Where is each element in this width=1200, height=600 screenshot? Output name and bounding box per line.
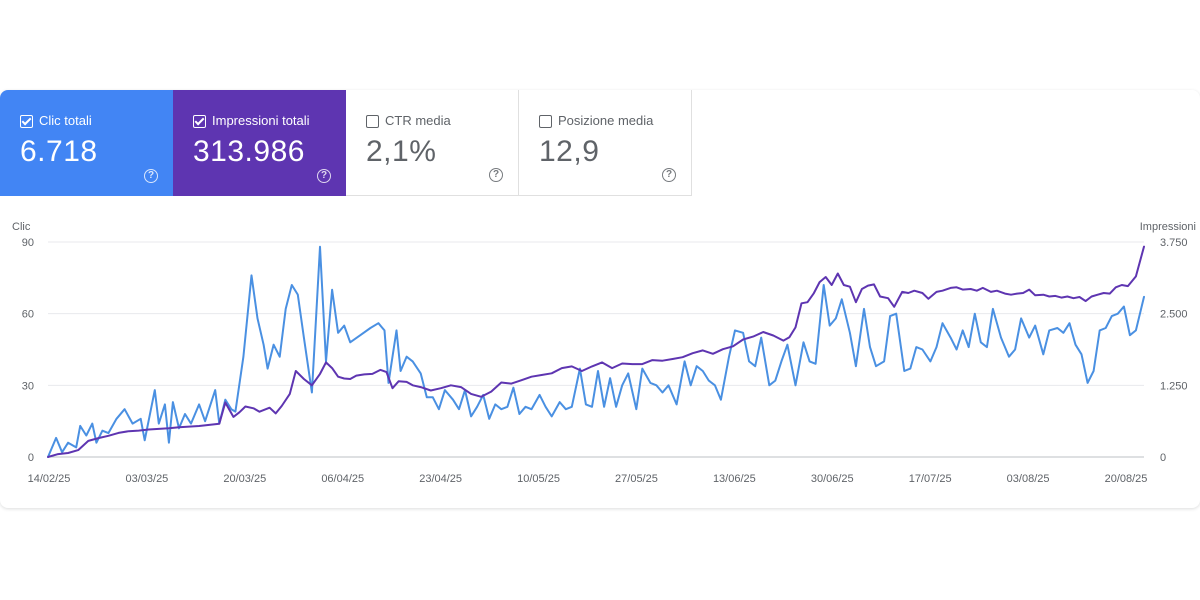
- y-left-tick-label: 60: [22, 309, 34, 321]
- y-right-tick-label: 1.250: [1160, 380, 1188, 392]
- y-left-tick-label: 90: [22, 237, 34, 249]
- card-label-row: CTR media: [366, 113, 518, 129]
- card-label: Impressioni totali: [212, 113, 310, 128]
- x-tick-label: 14/02/25: [28, 473, 71, 485]
- card-label-row: Impressioni totali: [193, 113, 346, 129]
- card-average-position[interactable]: Posizione media 12,9 ?: [519, 90, 692, 196]
- checkbox-unchecked-icon[interactable]: [366, 114, 379, 128]
- chart-axes: Clic Impressioni 0 0 30 1.250 60 2.500 90 3.750…: [12, 221, 1196, 485]
- card-total-impressions[interactable]: Impressioni totali 313.986 ?: [173, 90, 346, 196]
- y-axis-left-title: Clic: [12, 221, 31, 233]
- card-value: 6.718: [20, 135, 98, 168]
- y-axis-right-title: Impressioni: [1140, 221, 1196, 233]
- card-total-clicks[interactable]: Clic totali 6.718 ?: [0, 90, 173, 196]
- x-tick-label: 23/04/25: [419, 473, 462, 485]
- x-tick-label: 10/05/25: [517, 473, 560, 485]
- series-line-impressions: [47, 245, 1145, 458]
- help-icon[interactable]: ?: [662, 168, 676, 182]
- y-right-tick-label: 3.750: [1160, 237, 1188, 249]
- help-icon[interactable]: ?: [317, 169, 331, 183]
- card-value: 12,9: [539, 135, 600, 168]
- card-label-row: Posizione media: [539, 113, 691, 129]
- checkbox-unchecked-icon[interactable]: [539, 114, 552, 128]
- series-line-clicks: [47, 245, 1145, 458]
- x-tick-label: 20/03/25: [223, 473, 266, 485]
- x-tick-label: 03/03/25: [125, 473, 168, 485]
- card-label: CTR media: [385, 113, 451, 128]
- x-tick-label: 20/08/25: [1105, 473, 1148, 485]
- x-tick-label: 13/06/25: [713, 473, 756, 485]
- card-label: Clic totali: [39, 113, 92, 128]
- x-tick-label: 03/08/25: [1007, 473, 1050, 485]
- chart-series: [47, 245, 1145, 458]
- checkbox-checked-icon[interactable]: [20, 114, 33, 128]
- help-icon[interactable]: ?: [489, 168, 503, 182]
- checkbox-checked-icon[interactable]: [193, 114, 206, 128]
- card-value: 313.986: [193, 135, 305, 168]
- card-label-row: Clic totali: [20, 113, 173, 129]
- card-label: Posizione media: [558, 113, 654, 128]
- x-tick-label: 17/07/25: [909, 473, 952, 485]
- x-tick-label: 30/06/25: [811, 473, 854, 485]
- card-value: 2,1%: [366, 135, 437, 168]
- x-tick-label: 06/04/25: [321, 473, 364, 485]
- y-left-tick-label: 0: [28, 452, 34, 464]
- y-right-tick-label: 0: [1160, 452, 1166, 464]
- y-right-tick-label: 2.500: [1160, 309, 1188, 321]
- help-icon[interactable]: ?: [144, 169, 158, 183]
- metric-cards: Clic totali 6.718 ? Impressioni totali 3…: [0, 90, 692, 196]
- y-left-tick-label: 30: [22, 380, 34, 392]
- card-average-ctr[interactable]: CTR media 2,1% ?: [346, 90, 519, 196]
- x-tick-label: 27/05/25: [615, 473, 658, 485]
